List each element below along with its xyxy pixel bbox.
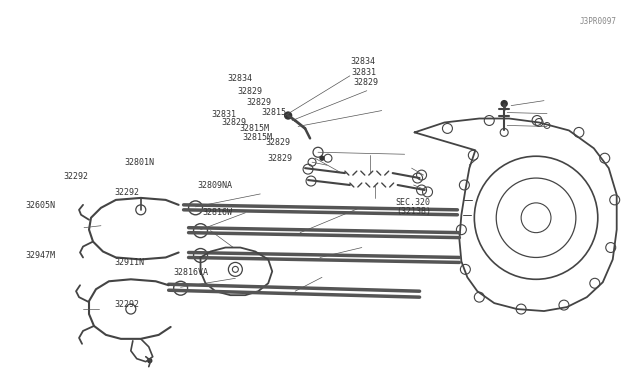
Text: 32816VA: 32816VA	[173, 268, 209, 277]
Text: 32292: 32292	[115, 300, 140, 310]
Text: 32292: 32292	[64, 172, 89, 181]
Circle shape	[148, 359, 152, 363]
Text: 32809NA: 32809NA	[198, 182, 233, 190]
Text: J3PR0097: J3PR0097	[579, 17, 616, 26]
Text: 32829: 32829	[237, 87, 262, 96]
Text: 32816W: 32816W	[202, 208, 232, 217]
Circle shape	[285, 112, 292, 119]
Circle shape	[501, 101, 507, 107]
Text: 32834: 32834	[351, 57, 376, 66]
Text: 32829: 32829	[266, 138, 291, 147]
Text: 32831: 32831	[212, 110, 237, 119]
Text: 32815M: 32815M	[240, 124, 269, 133]
Text: SEC.320: SEC.320	[395, 198, 430, 207]
Text: 32815M: 32815M	[243, 133, 272, 142]
Text: 32829: 32829	[353, 78, 378, 87]
Text: 32815: 32815	[261, 108, 286, 117]
Text: 32605N: 32605N	[26, 201, 56, 210]
Text: 32829: 32829	[221, 118, 246, 127]
Text: 32829: 32829	[246, 99, 272, 108]
Text: (32138): (32138)	[396, 207, 431, 217]
Text: 32831: 32831	[352, 68, 377, 77]
Text: 32829: 32829	[268, 154, 292, 163]
Text: 32834: 32834	[228, 74, 253, 83]
Text: 32292: 32292	[115, 188, 140, 197]
Text: 32947M: 32947M	[26, 251, 56, 260]
Circle shape	[320, 156, 324, 160]
Text: 32911N: 32911N	[115, 258, 145, 267]
Text: 32801N: 32801N	[124, 158, 154, 167]
